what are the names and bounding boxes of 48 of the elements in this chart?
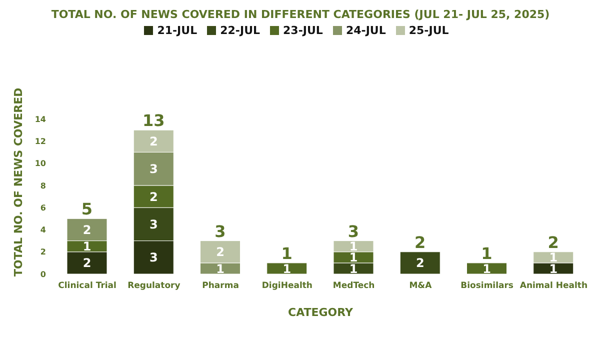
data-label: 2 bbox=[416, 256, 424, 270]
total-label: 1 bbox=[481, 244, 492, 263]
x-tick-label: Pharma bbox=[202, 281, 240, 292]
data-label: 1 bbox=[216, 262, 224, 276]
y-tick-label: 2 bbox=[40, 248, 46, 257]
y-axis-title: TOTAL NO. OF NEWS COVERED bbox=[12, 88, 25, 276]
data-label: 2 bbox=[216, 245, 224, 260]
legend-label: 22-JUL bbox=[220, 24, 260, 37]
chart-title: TOTAL NO. OF NEWS COVERED IN DIFFERENT CATEGORIES (JUL 21- JUL 25, 2025) bbox=[50, 8, 551, 23]
x-tick-label: Regulatory bbox=[128, 281, 181, 292]
data-label: 3 bbox=[149, 250, 158, 265]
x-tick-label: Clinical Trial bbox=[58, 281, 117, 292]
x-tick-label: DigiHealth bbox=[262, 281, 312, 292]
total-label: 3 bbox=[214, 222, 226, 241]
bar bbox=[266, 262, 308, 274]
y-tick-label: 10 bbox=[34, 159, 46, 168]
legend-label: 21-JUL bbox=[157, 24, 198, 37]
y-tick-label: 14 bbox=[34, 114, 46, 124]
x-tick-label: MedTech bbox=[332, 281, 375, 292]
total-label: 5 bbox=[81, 200, 93, 219]
y-tick-label: 8 bbox=[40, 181, 46, 190]
data-label: 1 bbox=[282, 262, 292, 276]
data-label: 2 bbox=[149, 190, 158, 204]
legend-label: 24-JUL bbox=[346, 24, 386, 37]
total-label: 2 bbox=[414, 232, 426, 252]
legend-label: 25-JUL bbox=[408, 24, 449, 37]
total-label: 2 bbox=[548, 232, 559, 252]
data-label: 3 bbox=[149, 162, 158, 176]
x-tick-label: Biosimilars bbox=[460, 281, 514, 292]
total-label: 1 bbox=[281, 244, 292, 263]
y-tick-label: 0 bbox=[40, 270, 46, 279]
total-label: 3 bbox=[348, 222, 360, 241]
data-label: 2 bbox=[149, 134, 158, 148]
data-label: 2 bbox=[82, 223, 92, 238]
y-tick-label: 4 bbox=[40, 226, 46, 235]
x-tick-label: Animal Health bbox=[520, 281, 588, 292]
total-label: 13 bbox=[142, 111, 165, 130]
data-label: 2 bbox=[82, 256, 92, 270]
legend-label: 23-JUL bbox=[283, 24, 323, 37]
bar bbox=[400, 252, 440, 274]
y-tick-label: 6 bbox=[40, 203, 46, 212]
data-label: 3 bbox=[149, 218, 158, 232]
x-tick-label: M&A bbox=[409, 281, 432, 292]
data-label: 1 bbox=[482, 262, 491, 276]
bar bbox=[466, 262, 507, 274]
y-tick-label: 12 bbox=[34, 136, 46, 146]
x-axis-title: CATEGORY bbox=[288, 306, 354, 319]
data-label: 1 bbox=[82, 240, 92, 254]
